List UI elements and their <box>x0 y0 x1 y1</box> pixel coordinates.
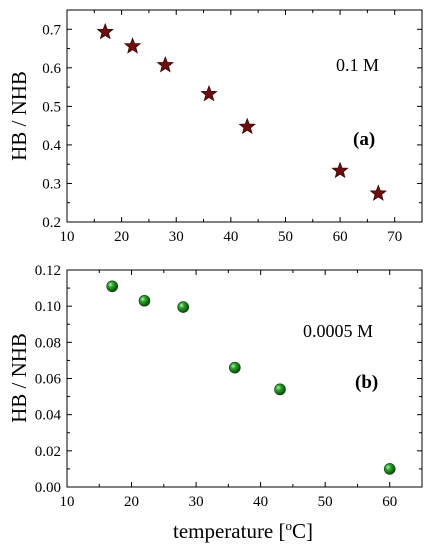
x-tick-label: 50 <box>278 229 293 245</box>
data-point-sphere <box>177 301 189 313</box>
y-tick-label: 0.4 <box>42 138 61 154</box>
y-tick-label: 0.06 <box>35 372 62 388</box>
data-point-star <box>369 184 387 201</box>
panel-a-tag: (a) <box>353 129 375 150</box>
data-point-sphere <box>106 280 118 293</box>
data-point-star <box>156 55 174 73</box>
panel-a-y-axis-label: HB / NHB <box>7 71 31 161</box>
x-tick-label: 40 <box>253 494 268 510</box>
y-tick-label: 0.7 <box>42 22 61 38</box>
x-tick-label: 60 <box>333 229 348 245</box>
panel-b-annotation: 0.0005 M <box>303 321 373 341</box>
panel-a-plot-frame <box>66 9 423 223</box>
x-axis-label-main: temperature [ <box>173 519 286 543</box>
x-axis-label-sup: o <box>286 518 293 533</box>
x-tick-label: 20 <box>124 494 139 510</box>
data-point-star <box>96 22 114 40</box>
x-tick-label: 30 <box>189 494 204 510</box>
data-point-sphere <box>229 361 241 374</box>
y-tick-label: 0.08 <box>35 335 61 351</box>
y-tick-label: 0.12 <box>35 263 61 279</box>
data-point-star <box>123 37 142 54</box>
y-tick-label: 0.02 <box>35 444 61 460</box>
panel-a: 10 20 30 40 50 60 70 0.2 0.3 0.4 0.5 0.6 0.7 HB / NH… <box>7 9 423 245</box>
panel-a-ticks: 10 20 30 40 50 60 70 0.2 0.3 0.4 0.5 0.6 0.7 <box>42 10 422 245</box>
data-point-sphere <box>274 383 286 396</box>
data-point-sphere <box>383 463 396 475</box>
x-tick-label: 60 <box>382 494 397 510</box>
y-tick-label: 0.04 <box>35 408 62 424</box>
data-point-star <box>331 161 349 179</box>
x-tick-label: 40 <box>223 229 238 245</box>
panel-a-annotation: 0.1 M <box>336 55 379 75</box>
panel-b-points <box>106 280 396 475</box>
panel-b-y-axis-label: HB / NHB <box>7 333 31 423</box>
x-tick-label: 30 <box>169 229 184 245</box>
panel-b-ticks: 10 20 30 40 50 60 0.00 0.02 0.04 0.06 0.08 0.10 0.12 <box>35 263 422 510</box>
data-point-sphere <box>138 294 151 307</box>
y-tick-label: 0.00 <box>35 480 61 496</box>
y-tick-label: 0.2 <box>42 215 61 231</box>
y-tick-label: 0.10 <box>35 299 61 315</box>
x-tick-label: 70 <box>387 229 402 245</box>
y-tick-label: 0.5 <box>42 99 61 115</box>
panel-a-points <box>96 22 387 201</box>
panel-b-x-axis-label: temperature [oC] <box>173 518 313 543</box>
panel-b: 10 20 30 40 50 60 0.00 0.02 0.04 0.06 0.08 0.10 0.12… <box>7 263 423 543</box>
x-tick-label: 10 <box>60 229 75 245</box>
x-tick-label: 20 <box>114 229 129 245</box>
y-tick-label: 0.6 <box>42 61 61 77</box>
data-point-star <box>238 117 256 135</box>
y-tick-label: 0.3 <box>42 176 61 192</box>
panel-b-tag: (b) <box>355 372 378 393</box>
data-point-star <box>200 84 218 102</box>
x-tick-label: 10 <box>60 494 75 510</box>
x-tick-label: 50 <box>318 494 333 510</box>
x-axis-label-end: C] <box>292 519 313 543</box>
